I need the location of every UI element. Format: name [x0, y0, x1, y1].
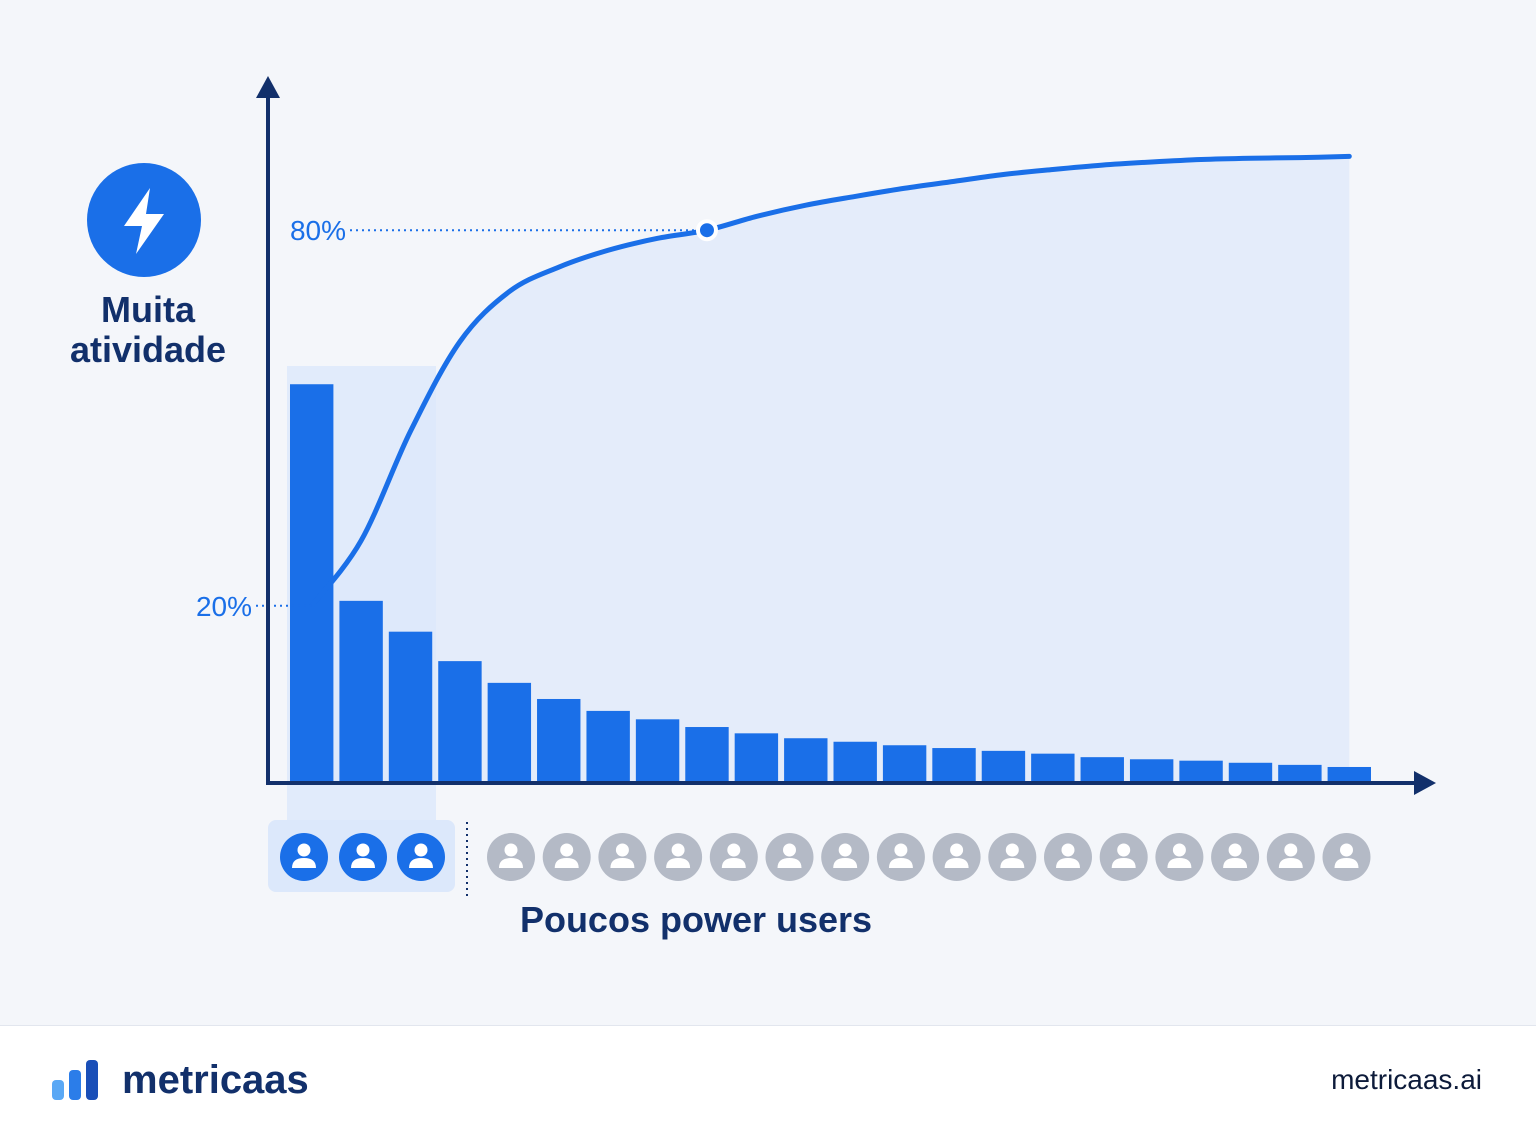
bar: [734, 733, 779, 781]
bar: [932, 748, 976, 781]
user-head: [727, 843, 741, 857]
user-head: [1117, 843, 1131, 857]
user-icon: [397, 833, 445, 881]
user-icon: [598, 833, 647, 881]
value-label: 20%: [196, 591, 252, 622]
chart: Poucos power users 20% 80%: [87, 76, 1436, 940]
user-body: [1278, 858, 1303, 868]
bar: [1080, 757, 1124, 781]
bolt-glyph: [124, 188, 164, 254]
user-icon: [988, 833, 1037, 881]
curve-area: [311, 156, 1350, 781]
bar: [882, 745, 927, 781]
user-icon: [339, 833, 387, 881]
user-icon: [487, 833, 535, 881]
user-body: [499, 858, 523, 868]
user-icon: [1155, 833, 1204, 881]
user-head: [1005, 843, 1019, 857]
bar: [1179, 760, 1223, 781]
user-body: [1111, 858, 1136, 868]
bar: [685, 727, 729, 781]
y-label: Muita atividade: [69, 289, 227, 370]
user-body: [1056, 858, 1080, 868]
bar: [290, 384, 334, 781]
user-head: [1284, 843, 1298, 857]
user-body: [1167, 858, 1192, 868]
brand: metricaas: [122, 1058, 309, 1102]
user-head: [894, 843, 908, 857]
user-body: [944, 858, 969, 868]
point: [695, 219, 718, 242]
user-icon: [1099, 833, 1148, 881]
user-icon: [542, 833, 591, 881]
bar: [487, 682, 532, 781]
user-icon: [1044, 833, 1092, 881]
bar: [388, 631, 433, 781]
user-icon: [709, 833, 758, 881]
user-head: [414, 843, 428, 857]
bar: [833, 741, 877, 781]
user-head: [783, 843, 796, 857]
value-label: 80%: [290, 215, 346, 246]
user-body: [1223, 858, 1248, 868]
bar: [1228, 762, 1273, 781]
user-body: [292, 858, 316, 868]
user-body: [777, 858, 802, 868]
user-icon: [1322, 833, 1371, 881]
user-body: [351, 858, 375, 868]
user-head: [1172, 843, 1186, 857]
bar: [1129, 759, 1174, 781]
user-icon: [876, 833, 925, 881]
user-icon: [765, 833, 814, 881]
user-icon: [1266, 833, 1315, 881]
user-icon: [1211, 833, 1260, 881]
bar: [438, 661, 482, 781]
bar: [537, 698, 581, 781]
user-icon: [821, 833, 870, 881]
user-body: [409, 858, 433, 868]
user-icon: [280, 833, 328, 881]
user-head: [671, 843, 685, 857]
user-body: [721, 858, 746, 868]
user-head: [1061, 843, 1075, 857]
user-body: [554, 858, 579, 868]
user-head: [356, 843, 370, 857]
user-head: [1340, 843, 1353, 857]
user-body: [666, 858, 691, 868]
user-body: [1334, 858, 1359, 868]
bar: [635, 719, 680, 781]
user-body: [888, 858, 913, 868]
user-icon: [932, 833, 981, 881]
bar: [784, 738, 828, 781]
user-head: [297, 843, 311, 857]
url: metricaas.ai: [1331, 1064, 1482, 1095]
user-body: [1000, 858, 1025, 868]
x-label: Poucos power users: [520, 899, 872, 940]
user-head: [504, 843, 518, 857]
logo-icon: [52, 1060, 98, 1100]
bar: [1278, 764, 1322, 781]
curve: [309, 153, 1352, 609]
bar: [981, 750, 1026, 781]
user-head: [950, 843, 964, 857]
bar: [339, 600, 383, 781]
user-body: [610, 858, 635, 868]
user-body: [833, 858, 858, 868]
user-icon: [654, 833, 703, 881]
user-head: [838, 843, 852, 857]
x-axis-arrow: [1414, 771, 1436, 795]
user-head: [560, 843, 574, 857]
bar: [586, 710, 630, 781]
user-head: [615, 843, 629, 857]
bar: [1031, 753, 1075, 781]
footer: metricaas metricaas.ai: [0, 1025, 1536, 1137]
user-head: [1228, 843, 1242, 857]
y-axis-arrow: [256, 76, 280, 98]
bar: [1327, 766, 1371, 781]
